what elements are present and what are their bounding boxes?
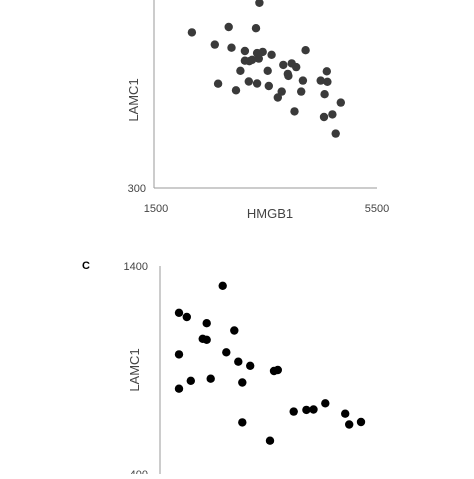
data-point bbox=[230, 326, 239, 335]
data-point bbox=[331, 129, 340, 138]
data-point bbox=[320, 90, 329, 99]
data-point bbox=[356, 417, 366, 427]
y-axis-title: LAMC1 bbox=[127, 348, 142, 391]
data-point bbox=[174, 350, 184, 359]
data-point bbox=[210, 40, 219, 49]
data-points bbox=[174, 281, 366, 445]
data-point bbox=[231, 86, 241, 95]
data-point bbox=[236, 66, 245, 76]
data-point bbox=[323, 77, 332, 87]
data-point bbox=[247, 55, 257, 64]
data-point bbox=[301, 46, 310, 55]
data-point bbox=[298, 76, 308, 85]
data-point bbox=[202, 335, 211, 344]
x-axis-title: HMGB1 bbox=[247, 206, 293, 221]
data-point bbox=[328, 110, 337, 119]
panel-label: C bbox=[82, 260, 90, 272]
data-point bbox=[267, 50, 276, 59]
data-point bbox=[341, 409, 350, 418]
data-point bbox=[263, 66, 272, 76]
data-point bbox=[234, 357, 243, 366]
data-point bbox=[218, 281, 227, 290]
data-point bbox=[322, 67, 331, 76]
y-tick-label: 1400 bbox=[124, 261, 148, 273]
data-point bbox=[302, 405, 311, 415]
data-point bbox=[283, 69, 292, 79]
data-point bbox=[213, 79, 223, 88]
x-tick-label: 5500 bbox=[365, 203, 389, 215]
data-point bbox=[244, 77, 253, 86]
data-point bbox=[277, 87, 286, 96]
data-point bbox=[319, 112, 329, 122]
data-point bbox=[264, 81, 273, 91]
x-tick-label: 1500 bbox=[144, 203, 168, 215]
data-point bbox=[246, 361, 255, 370]
data-point bbox=[290, 107, 299, 116]
data-point bbox=[321, 399, 330, 408]
data-point bbox=[206, 374, 215, 383]
data-point bbox=[309, 405, 318, 414]
scatter-panel-hmgb1-lamc1: 300 1500 5500 HMGB1 LAMC1 bbox=[126, 0, 389, 221]
data-point bbox=[224, 22, 233, 32]
data-point bbox=[336, 98, 345, 107]
data-point bbox=[238, 418, 247, 427]
data-point bbox=[240, 46, 250, 56]
data-point bbox=[174, 308, 184, 317]
data-point bbox=[255, 0, 264, 7]
data-point bbox=[254, 54, 263, 63]
data-point bbox=[240, 56, 250, 65]
data-point bbox=[222, 348, 231, 357]
scatter-panel-c: C 1400 400 LAMC1 bbox=[82, 260, 366, 479]
data-point bbox=[265, 436, 275, 445]
data-point bbox=[187, 28, 197, 37]
data-point bbox=[269, 366, 279, 376]
y-axis-title: LAMC1 bbox=[126, 78, 141, 121]
data-point bbox=[238, 378, 247, 387]
data-point bbox=[252, 79, 262, 88]
data-points bbox=[187, 0, 345, 138]
data-point bbox=[202, 319, 211, 328]
y-tick-label: 300 bbox=[128, 183, 146, 195]
data-point bbox=[251, 24, 261, 33]
data-point bbox=[292, 62, 301, 72]
data-point bbox=[273, 93, 282, 102]
y-tick-label: 400 bbox=[130, 469, 148, 474]
data-point bbox=[186, 376, 195, 385]
data-point bbox=[289, 407, 298, 416]
data-point bbox=[182, 312, 191, 322]
data-point bbox=[279, 60, 288, 70]
data-point bbox=[297, 87, 306, 96]
data-point bbox=[227, 43, 236, 52]
data-point bbox=[174, 384, 184, 393]
data-point bbox=[345, 420, 354, 429]
data-point bbox=[316, 76, 325, 85]
